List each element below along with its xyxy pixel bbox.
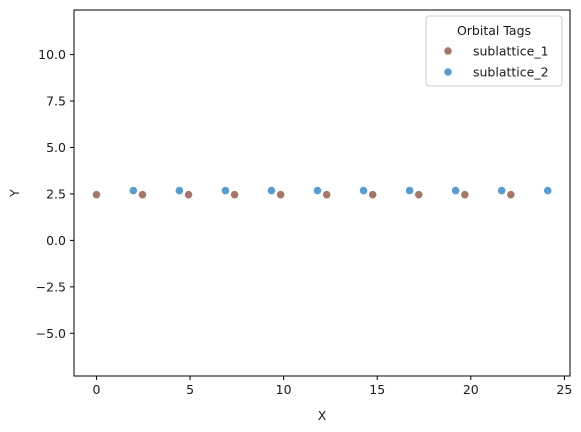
data-point-sublattice-1	[368, 190, 378, 200]
data-point-sublattice-2	[128, 185, 138, 196]
data-point-sublattice-2	[497, 185, 507, 196]
data-point-sublattice-1	[276, 190, 286, 200]
x-axis-ticks: 0 5 10 15 20 25	[92, 376, 572, 397]
x-tick-label: 15	[369, 382, 385, 397]
data-point-sublattice-1	[137, 190, 148, 200]
x-tick-label: 25	[556, 382, 572, 397]
x-tick-label: 10	[276, 382, 292, 397]
data-point-sublattice-2	[543, 185, 553, 196]
data-point-sublattice-2	[174, 185, 184, 196]
data-point-sublattice-1	[91, 190, 102, 200]
data-point-sublattice-2	[451, 185, 461, 196]
y-axis-ticks: −5.0 −2.5 0.0 2.5 5.0 7.5 10.0	[36, 47, 74, 341]
data-point-sublattice-2	[404, 185, 415, 196]
data-point-sublattice-2	[312, 185, 323, 196]
legend-label-sublattice-1: sublattice_1	[473, 44, 549, 59]
x-tick-label: 5	[186, 382, 194, 397]
plot-frame	[73, 9, 571, 377]
data-point-sublattice-1	[322, 190, 332, 200]
legend-marker-sublattice-1	[443, 46, 453, 56]
data-point-sublattice-1	[506, 190, 516, 200]
y-tick-label: 2.5	[46, 186, 66, 201]
data-point-sublattice-1	[183, 190, 194, 200]
legend-title: Orbital Tags	[457, 23, 531, 38]
data-point-sublattice-1	[460, 190, 470, 200]
data-point-sublattice-2	[266, 185, 277, 196]
y-tick-label: 10.0	[38, 47, 66, 62]
legend-marker-sublattice-2	[443, 67, 453, 77]
x-tick-label: 20	[463, 382, 479, 397]
legend-label-sublattice-2: sublattice_2	[473, 65, 549, 80]
y-tick-label: −5.0	[36, 326, 66, 341]
data-point-sublattice-1	[229, 190, 240, 200]
y-tick-label: 7.5	[46, 94, 66, 109]
legend: Orbital Tags sublattice_1 sublattice_2	[425, 15, 563, 87]
data-point-sublattice-2	[358, 185, 369, 196]
data-point-sublattice-1	[414, 190, 424, 200]
data-point-sublattice-2	[220, 185, 231, 196]
y-tick-label: −2.5	[36, 279, 66, 294]
data-points	[91, 185, 553, 200]
x-axis-label: X	[318, 408, 327, 423]
legend-box	[425, 15, 563, 87]
y-tick-label: 0.0	[46, 233, 66, 248]
x-tick-label: 0	[92, 382, 100, 397]
y-tick-label: 5.0	[46, 140, 66, 155]
y-axis-label: Y	[7, 189, 22, 198]
